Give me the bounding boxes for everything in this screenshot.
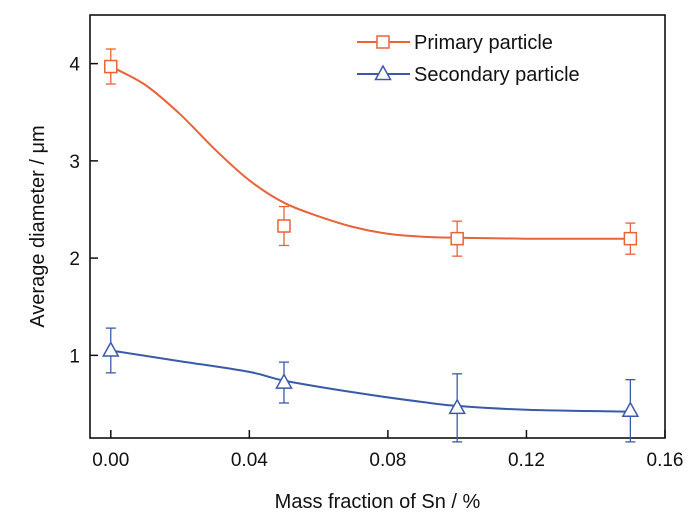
data-point: [104, 59, 118, 74]
legend-item-2: Secondary particle: [357, 64, 580, 86]
x-tick-label: 0.04: [231, 450, 268, 471]
legend-marker: [374, 64, 392, 81]
y-tick-label: 4: [69, 55, 80, 76]
y-axis-title: Average diameter / μm: [27, 125, 49, 327]
x-tick-label: 0.08: [369, 450, 406, 471]
y-tick-label: 3: [69, 152, 80, 173]
legend-item-1: Primary particle: [357, 32, 553, 54]
axes: 0.00 0.04 0.08 0.12 0.16 1 2 3 4: [69, 55, 683, 471]
series-2: [102, 327, 640, 443]
legend: Primary particle Secondary particle: [357, 32, 580, 86]
plot-area: [89, 14, 666, 439]
legend-marker: [376, 35, 390, 49]
y-tick-label: 2: [69, 249, 80, 270]
legend-label: Secondary particle: [414, 64, 580, 86]
plot-frame: [89, 14, 666, 439]
data-point: [448, 398, 466, 415]
x-tick-label: 0.12: [508, 450, 545, 471]
data-point: [450, 231, 464, 246]
series-fit-line: [110, 349, 631, 413]
y-tick-label: 1: [69, 346, 80, 367]
series-fit-line: [110, 65, 631, 240]
data-point: [623, 231, 638, 246]
data-point: [277, 219, 291, 233]
x-tick-label: 0.16: [647, 450, 684, 471]
x-tick-label: 0.00: [92, 450, 129, 471]
data-point: [621, 401, 640, 418]
x-axis-title: Mass fraction of Sn / %: [275, 491, 481, 513]
series-layer: [102, 48, 640, 443]
data-point: [275, 373, 293, 389]
legend-label: Primary particle: [414, 32, 553, 54]
series-1: [104, 48, 638, 257]
data-point: [102, 340, 120, 357]
